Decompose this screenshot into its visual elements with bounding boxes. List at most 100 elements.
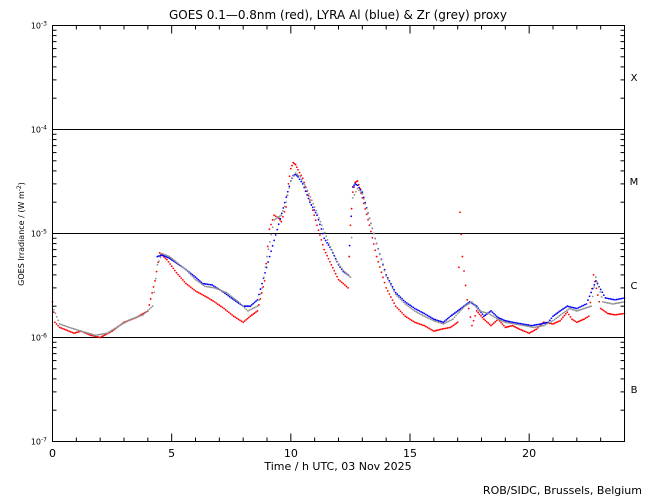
series-2-point	[528, 325, 531, 328]
series-1-point	[575, 307, 578, 310]
series-1-point	[273, 239, 276, 242]
series-2-point	[107, 331, 110, 334]
series-0-point	[368, 224, 371, 227]
series-1-point	[250, 304, 253, 306]
series-2-point	[536, 325, 539, 328]
x-tick-label: 5	[168, 447, 175, 460]
series-0-point	[491, 323, 494, 326]
series-2-point	[402, 301, 405, 304]
series-2-point	[310, 199, 313, 202]
series-0-point	[339, 280, 341, 282]
series-2-point	[448, 319, 451, 322]
series-2-point	[545, 323, 548, 325]
series-1-point	[258, 293, 260, 296]
series-1-point	[196, 277, 198, 280]
series-0-point	[611, 313, 614, 316]
series-1-point	[554, 313, 557, 316]
series-2-point	[267, 248, 270, 251]
flare-class-label: M	[630, 177, 639, 188]
series-0-point	[234, 316, 237, 319]
series-2-point	[417, 311, 419, 314]
series-0-point	[307, 194, 310, 197]
series-1-point	[591, 287, 594, 290]
series-0-point	[583, 318, 585, 321]
series-0-point	[421, 324, 424, 326]
series-2-point	[526, 325, 529, 328]
series-2-point	[58, 323, 61, 325]
series-0-point	[327, 257, 330, 260]
series-2-point	[537, 325, 540, 328]
series-2-point	[191, 275, 194, 278]
series-2-point	[194, 278, 197, 281]
series-2-point	[479, 310, 482, 313]
series-1-point	[407, 303, 410, 305]
series-2-point	[165, 254, 168, 257]
series-1-point	[256, 298, 259, 301]
series-2-point	[610, 302, 612, 305]
series-0-point	[142, 312, 145, 315]
series-0-point	[494, 320, 497, 323]
series-2-point	[497, 318, 500, 321]
series-1-point	[402, 299, 405, 302]
series-0-point	[298, 171, 301, 174]
series-1-point	[503, 319, 505, 322]
series-2-point	[207, 285, 210, 288]
series-2-point	[540, 325, 543, 327]
series-1-point	[320, 228, 323, 230]
series-1-point	[203, 282, 206, 285]
series-2-point	[57, 319, 60, 322]
series-2-point	[98, 333, 101, 336]
series-2-point	[253, 306, 256, 309]
series-1-point	[300, 180, 303, 183]
series-2-point	[189, 273, 192, 276]
series-2-point	[517, 323, 519, 326]
series-2-point	[193, 277, 195, 279]
series-2-point	[228, 294, 231, 296]
series-2-point	[97, 333, 100, 336]
series-2-point	[215, 287, 217, 290]
series-2-point	[605, 301, 608, 304]
series-2-point	[351, 196, 354, 199]
series-0-point	[287, 182, 290, 185]
series-2-point	[110, 329, 113, 332]
series-2-point	[297, 174, 300, 177]
series-0-point	[173, 269, 176, 272]
series-2-point	[185, 268, 187, 271]
series-0-point	[52, 311, 55, 313]
series-1-point	[303, 186, 306, 189]
series-2-point	[258, 299, 260, 301]
series-0-point	[515, 326, 518, 329]
series-0-point	[485, 320, 488, 323]
series-2-point	[404, 303, 407, 305]
series-0-point	[154, 280, 156, 282]
series-2-point	[300, 178, 303, 181]
series-0-point	[589, 301, 592, 304]
series-0-point	[525, 330, 527, 333]
series-1-point	[508, 320, 511, 323]
series-1-point	[607, 297, 610, 300]
series-0-point	[500, 321, 502, 324]
series-0-point	[200, 293, 203, 296]
series-0-point	[367, 218, 369, 221]
series-2-point	[432, 319, 435, 322]
series-2-point	[305, 186, 307, 189]
series-2-point	[270, 233, 273, 236]
series-2-point	[463, 305, 466, 308]
series-2-point	[115, 326, 118, 329]
series-1-point	[494, 314, 497, 316]
series-0-point	[324, 251, 327, 254]
series-2-point	[421, 314, 424, 317]
series-0-point	[239, 319, 241, 322]
series-1-point	[252, 302, 255, 305]
series-2-point	[148, 308, 151, 310]
series-1-point	[577, 306, 580, 309]
series-0-point	[71, 331, 74, 334]
series-0-point	[474, 314, 477, 317]
series-2-point	[71, 327, 74, 330]
series-0-point	[258, 304, 260, 306]
series-2-point	[588, 305, 591, 308]
series-0-point	[237, 318, 240, 321]
series-2-point	[75, 328, 78, 331]
series-2-point	[590, 305, 593, 308]
series-1-point	[362, 196, 365, 199]
